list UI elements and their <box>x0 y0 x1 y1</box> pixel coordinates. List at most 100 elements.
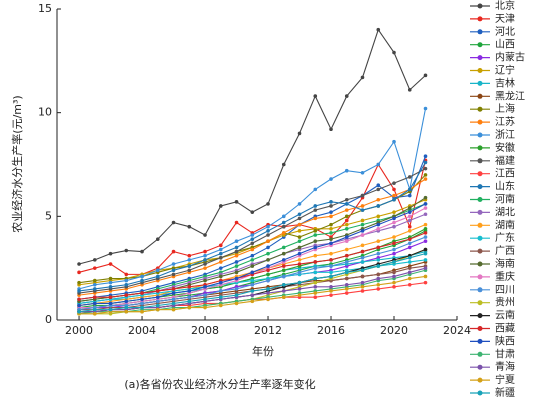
series-line <box>78 28 426 265</box>
legend-label: 山东 <box>495 180 515 193</box>
point <box>329 214 333 219</box>
legend-label: 西藏 <box>495 323 515 335</box>
point <box>360 285 365 289</box>
point <box>171 268 176 273</box>
point <box>329 177 333 181</box>
point <box>344 253 349 258</box>
point <box>407 237 412 241</box>
point <box>297 239 302 244</box>
legend-label: 江西 <box>495 168 515 180</box>
point <box>203 262 207 266</box>
point <box>376 214 381 219</box>
point <box>187 289 192 293</box>
point <box>344 208 349 212</box>
point <box>155 303 160 308</box>
point <box>376 276 381 281</box>
point <box>108 276 113 281</box>
legend-label: 湖南 <box>495 218 515 231</box>
legend-marker <box>477 300 483 306</box>
legend-marker <box>477 235 483 241</box>
point <box>92 311 97 316</box>
point <box>344 282 349 287</box>
legend-marker <box>477 351 483 357</box>
point <box>77 280 81 285</box>
legend-label: 山西 <box>495 39 515 51</box>
point <box>250 253 255 258</box>
point <box>281 268 286 273</box>
point <box>108 301 113 306</box>
point <box>407 229 412 233</box>
legend-marker <box>477 197 483 202</box>
point <box>234 249 239 254</box>
point <box>297 212 302 217</box>
point <box>313 280 318 285</box>
point <box>344 260 349 264</box>
point <box>266 245 270 250</box>
point <box>344 197 349 202</box>
point <box>171 249 176 254</box>
point <box>250 289 255 293</box>
point <box>266 251 270 256</box>
point <box>313 285 318 289</box>
series-line <box>78 108 427 290</box>
point <box>234 293 239 297</box>
point <box>329 285 333 289</box>
legend-marker <box>477 106 483 112</box>
x-tick-label: 2008 <box>191 324 219 337</box>
point <box>392 280 396 285</box>
point <box>234 276 239 281</box>
point <box>423 166 428 171</box>
point <box>344 291 349 295</box>
x-axis-label: 年份 <box>252 344 274 358</box>
legend-marker <box>477 364 483 370</box>
point <box>376 27 381 32</box>
point <box>171 262 176 266</box>
legend-marker <box>477 326 483 331</box>
point <box>218 204 223 208</box>
point <box>266 268 270 273</box>
point <box>218 255 223 260</box>
point <box>360 280 365 285</box>
point <box>281 251 286 256</box>
point <box>360 268 365 273</box>
point <box>344 239 349 244</box>
point <box>266 258 270 262</box>
point <box>108 307 113 312</box>
point <box>392 251 396 256</box>
point <box>250 210 255 214</box>
point <box>234 301 239 306</box>
point <box>423 106 428 111</box>
point <box>360 218 365 223</box>
point <box>266 229 270 233</box>
legend-marker <box>477 261 483 267</box>
point <box>281 289 286 293</box>
point <box>407 218 412 223</box>
point <box>250 237 255 241</box>
y-tick-label: 15 <box>38 2 52 15</box>
point <box>329 237 333 241</box>
point <box>281 274 286 279</box>
point <box>203 266 207 270</box>
point <box>203 293 207 297</box>
point <box>376 287 381 291</box>
point <box>218 266 223 270</box>
legend-marker <box>477 209 483 215</box>
point <box>266 297 270 302</box>
point <box>266 291 270 295</box>
legend-marker <box>477 338 483 344</box>
point <box>392 241 396 246</box>
point <box>250 278 255 283</box>
point <box>92 287 97 291</box>
series-line <box>78 203 426 302</box>
point <box>250 282 255 287</box>
point <box>171 272 176 277</box>
point <box>376 239 381 244</box>
point <box>423 266 428 270</box>
point <box>344 168 349 173</box>
point <box>187 224 192 229</box>
point <box>423 280 428 285</box>
point <box>313 229 318 233</box>
point <box>218 251 223 256</box>
point <box>313 216 318 221</box>
